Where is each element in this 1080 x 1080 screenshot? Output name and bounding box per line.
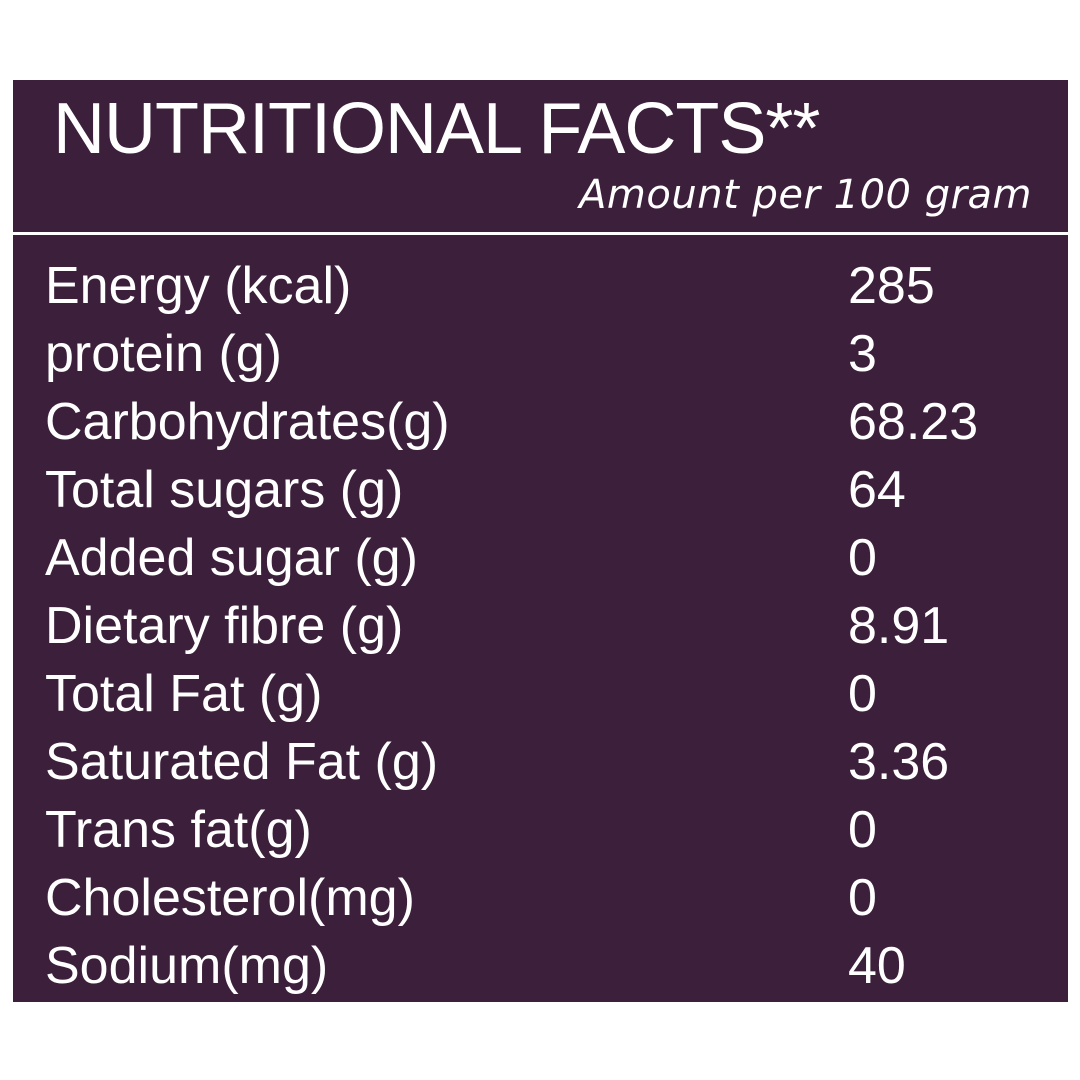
nutrient-value: 0 [848,869,877,927]
nutrient-label: Added sugar (g) [45,529,418,587]
nutrient-value: 68.23 [848,393,979,451]
nutrient-label: Total Fat (g) [45,665,323,723]
nutrient-row-total-fat: Total Fat (g) 0 [13,660,1068,728]
nutrient-row-saturated-fat: Saturated Fat (g) 3.36 [13,728,1068,796]
nutrient-label: protein (g) [45,325,282,383]
nutrition-title: NUTRITIONAL FACTS** [53,89,820,169]
nutrient-row-sodium: Sodium(mg) 40 [13,932,1068,1000]
nutrient-label: Carbohydrates(g) [45,393,450,451]
nutrient-row-carbohydrates: Carbohydrates(g) 68.23 [13,388,1068,456]
nutrient-label: Total sugars (g) [45,461,404,519]
nutrient-value: 64 [848,461,906,519]
nutrient-value: 8.91 [848,597,950,655]
nutrient-row-cholesterol: Cholesterol(mg) 0 [13,864,1068,932]
nutrient-list: Energy (kcal) 285 protein (g) 3 Carbohyd… [13,252,1068,1000]
nutrition-header: NUTRITIONAL FACTS** Amount per 100 gram [13,80,1068,232]
nutrient-value: 0 [848,801,877,859]
nutrient-value: 3.36 [848,733,950,791]
nutrient-value: 40 [848,937,906,995]
header-divider [13,232,1068,235]
nutrient-value: 3 [848,325,877,383]
nutrient-value: 0 [848,529,877,587]
nutrient-value: 285 [848,257,935,315]
nutrient-label: Cholesterol(mg) [45,869,415,927]
nutrient-label: Sodium(mg) [45,937,329,995]
nutrient-label: Energy (kcal) [45,257,352,315]
nutrient-row-protein: protein (g) 3 [13,320,1068,388]
nutrient-value: 0 [848,665,877,723]
serving-size-note: Amount per 100 gram [579,172,1032,218]
nutrient-row-total-sugars: Total sugars (g) 64 [13,456,1068,524]
nutrient-row-trans-fat: Trans fat(g) 0 [13,796,1068,864]
nutrient-row-added-sugar: Added sugar (g) 0 [13,524,1068,592]
nutrient-label: Dietary fibre (g) [45,597,404,655]
nutrient-row-energy: Energy (kcal) 285 [13,252,1068,320]
nutrient-label: Trans fat(g) [45,801,312,859]
nutrition-facts-panel: NUTRITIONAL FACTS** Amount per 100 gram … [13,80,1068,1002]
nutrient-label: Saturated Fat (g) [45,733,439,791]
nutrient-row-dietary-fibre: Dietary fibre (g) 8.91 [13,592,1068,660]
